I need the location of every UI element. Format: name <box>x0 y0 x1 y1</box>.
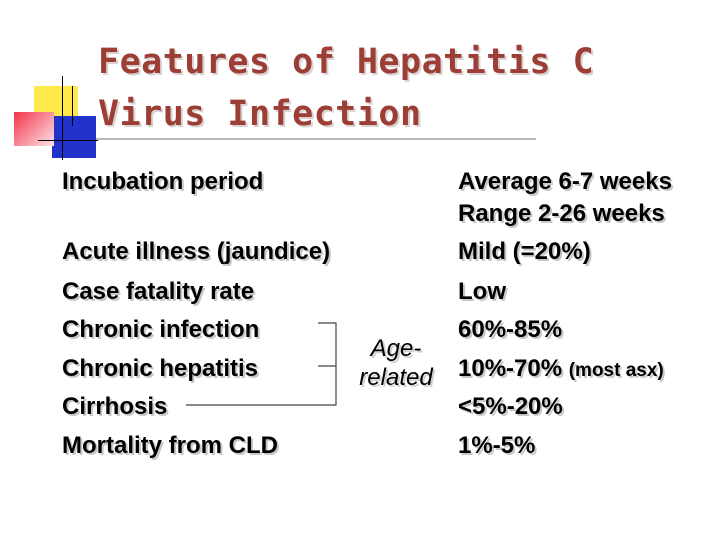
age-related-line-1: Age- <box>370 335 422 362</box>
row-value: 60%-85% <box>458 316 563 343</box>
row-value: 1%-5% <box>458 432 536 459</box>
age-related-label: Age- related <box>348 334 444 392</box>
title-underline <box>96 138 536 140</box>
row-label: Incubation period <box>62 168 264 195</box>
row-label: Mortality from CLD <box>62 432 278 459</box>
row-value: Low <box>458 278 506 305</box>
row-value: 10%-70% <box>458 355 563 382</box>
decorative-corner-graphic <box>0 0 100 170</box>
row-label: Cirrhosis <box>62 393 168 420</box>
title-line-1: Features of Hepatitis C <box>98 42 595 82</box>
row-value: Average 6-7 weeks <box>458 168 672 195</box>
row-value: <5%-20% <box>458 393 563 420</box>
row-note: (most asx) <box>568 360 664 381</box>
row-value-group: 10%-70% (most asx) <box>458 355 664 383</box>
row-value: Mild (=20%) <box>458 238 591 265</box>
title-line-2: Virus Infection <box>98 94 422 134</box>
row-label: Chronic infection <box>62 316 260 343</box>
age-related-line-2: related <box>359 364 433 391</box>
vertical-line <box>62 76 63 160</box>
slide-title: Features of Hepatitis C Virus Infection <box>98 36 658 140</box>
row-label: Chronic hepatitis <box>62 355 259 382</box>
row-label: Case fatality rate <box>62 278 255 305</box>
horizontal-line <box>38 140 98 141</box>
blue-square <box>52 116 96 158</box>
row-label: Acute illness (jaundice) <box>62 238 331 265</box>
vertical-line <box>72 86 73 126</box>
row-value: Range 2-26 weeks <box>458 200 665 227</box>
